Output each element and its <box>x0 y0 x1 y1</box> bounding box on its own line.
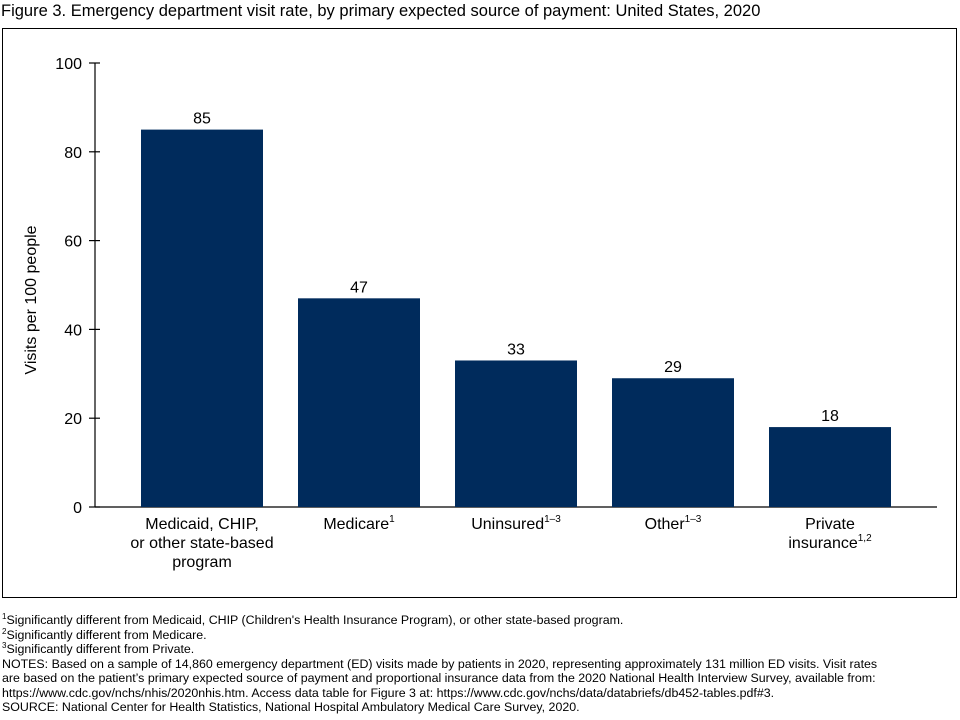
bar-value-label: 85 <box>193 111 211 128</box>
bar-value-label: 47 <box>350 279 368 296</box>
y-axis-label: Visits per 100 people <box>23 225 40 374</box>
footnote-text: Significantly different from Medicare. <box>6 627 207 642</box>
footnote-text: Significantly different from Medicaid, C… <box>6 613 624 627</box>
y-tick-label: 0 <box>73 500 82 517</box>
bar <box>769 427 891 507</box>
x-tick-label-superscript: 1–3 <box>684 513 702 525</box>
x-tick-label-superscript: 1,2 <box>857 532 872 544</box>
bar-chart: 0 20 40 60 80 100 Visits per 100 people 85 47 33 2… <box>23 56 937 517</box>
figure-notes: 1Significantly different from Medicaid, … <box>2 611 958 715</box>
bar <box>141 129 263 507</box>
figure-title: Figure 3. Emergency department visit rat… <box>1 2 761 20</box>
bar <box>612 378 734 507</box>
bar-value-label: 29 <box>664 359 682 376</box>
bar <box>298 298 420 507</box>
footnote-text: Significantly different from Private. <box>6 642 195 656</box>
x-tick-label-line: Private <box>805 516 855 533</box>
x-tick-label: Other1–3 <box>588 513 758 534</box>
x-tick-label-line: Medicaid, CHIP, <box>145 516 259 533</box>
x-tick-label: Medicare1 <box>274 513 444 534</box>
bar <box>455 360 577 507</box>
x-tick-label-line: Other1–3 <box>644 513 702 533</box>
bar-value-label: 33 <box>507 341 525 358</box>
x-tick-label-line: Uninsured1–3 <box>471 513 561 533</box>
x-tick-label-superscript: 1–3 <box>544 513 561 525</box>
bar-value-label: 18 <box>821 408 839 425</box>
y-tick-label: 20 <box>64 411 82 428</box>
x-tick-label-line: program <box>172 554 232 571</box>
footnote-mark: 3 <box>2 640 7 650</box>
x-tick-label: Medicaid, CHIP, or other state-based progr… <box>117 515 287 572</box>
footnote-1: 1Significantly different from Medicaid, … <box>2 611 958 628</box>
notes-line-3: https://www.cdc.gov/nchs/nhis/2020nhis.h… <box>2 685 775 700</box>
y-tick-label: 80 <box>64 145 82 162</box>
x-tick-label-line: insurance1,2 <box>788 532 872 552</box>
footnote-mark: 1 <box>2 611 7 621</box>
y-tick-label: 40 <box>64 322 82 339</box>
footnote-mark: 2 <box>2 626 7 636</box>
x-tick-label: Uninsured1–3 <box>431 513 601 534</box>
source-line: SOURCE: National Center for Health Stati… <box>2 700 580 714</box>
x-tick-label-line: Medicare1 <box>323 513 395 533</box>
x-tick-label-line: or other state-based <box>130 535 274 552</box>
y-tick-label: 60 <box>64 234 82 251</box>
notes-line-1: NOTES: Based on a sample of 14,860 emerg… <box>2 656 878 671</box>
footnote-2: 2Significantly different from Medicare. <box>2 626 958 643</box>
notes-line-2: are based on the patient’s primary expec… <box>2 671 876 685</box>
y-tick-label: 100 <box>55 56 82 73</box>
footnote-3: 3Significantly different from Private. <box>2 640 958 657</box>
x-tick-label-superscript: 1 <box>389 513 395 525</box>
x-tick-label: Private insurance1,2 <box>745 515 915 553</box>
chart-frame: 0 20 40 60 80 100 Visits per 100 people 85 47 33 2… <box>2 28 957 598</box>
